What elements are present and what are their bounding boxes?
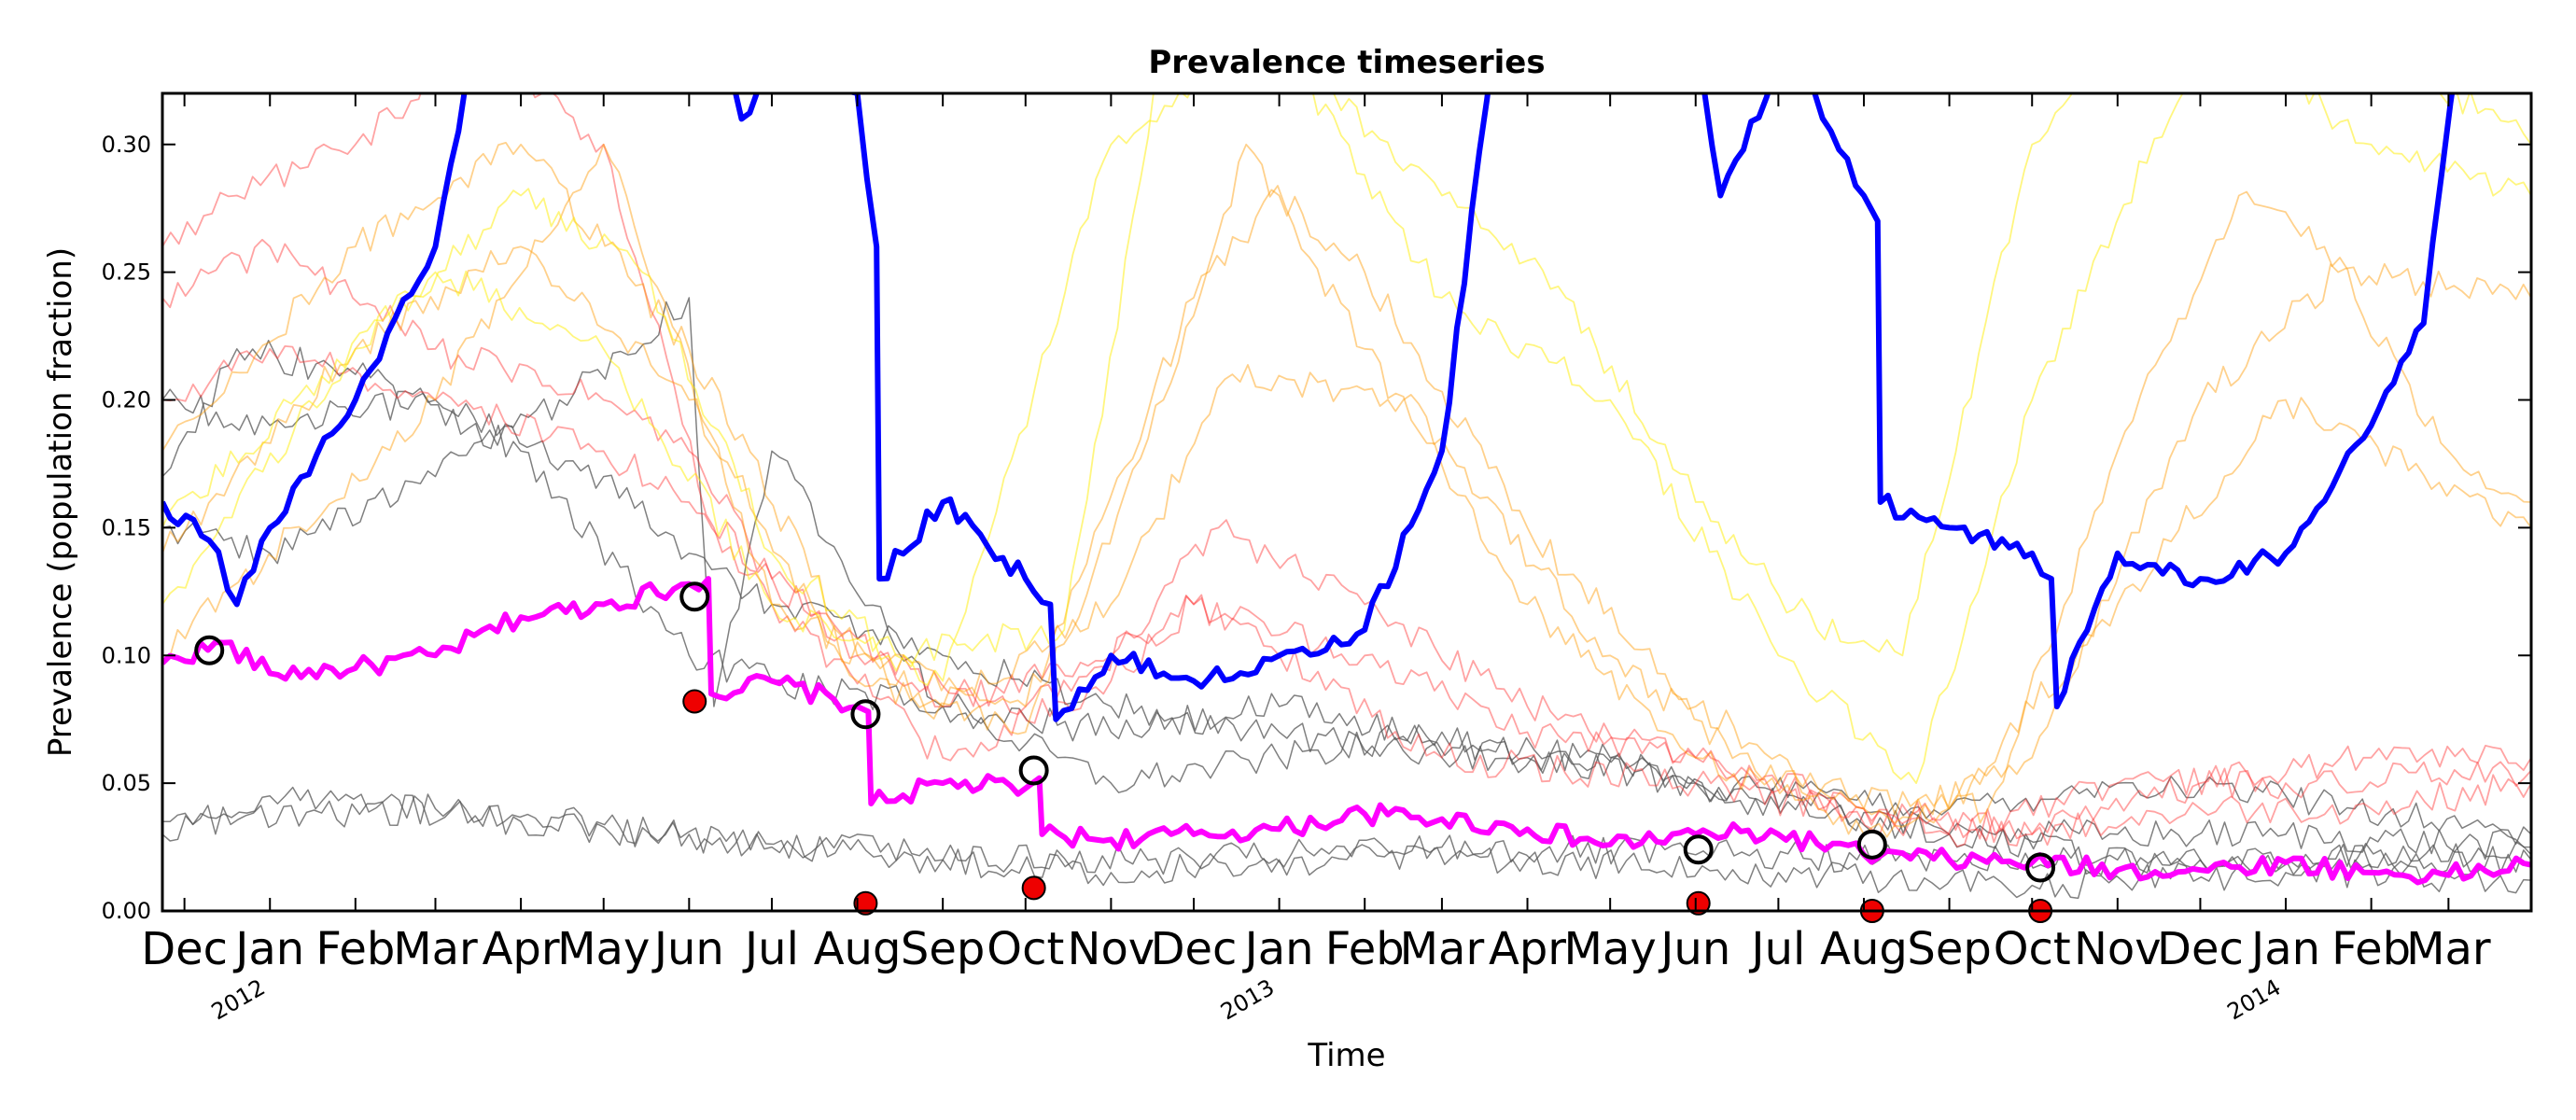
series-line-12 bbox=[162, 143, 2531, 838]
x-tick-label: Jul bbox=[1748, 923, 1805, 975]
series-line-1 bbox=[162, 576, 2531, 886]
event-marker-filled-11 bbox=[1686, 890, 1711, 916]
x-tick-label: Dec bbox=[1151, 923, 1238, 975]
marker-layer bbox=[194, 581, 2056, 923]
y-tick-label: 0.30 bbox=[102, 132, 151, 158]
x-tick-label: May bbox=[1564, 923, 1657, 975]
event-marker-open-3 bbox=[850, 699, 881, 730]
series-line-10 bbox=[162, 345, 2531, 847]
x-tick-label: Sep bbox=[1907, 923, 1991, 975]
year-label: 2014 bbox=[2223, 974, 2286, 1026]
x-tick-label: Jun bbox=[1658, 923, 1730, 975]
series-line-8 bbox=[162, 93, 2531, 847]
x-tick-label: Jun bbox=[651, 923, 724, 975]
year-label: 2013 bbox=[1216, 974, 1279, 1026]
series-line-2 bbox=[162, 93, 2456, 722]
event-marker-filled-9 bbox=[853, 890, 878, 916]
x-tick-label: Jul bbox=[742, 923, 799, 975]
x-tick-label: Sep bbox=[901, 923, 985, 975]
series-line-15 bbox=[162, 93, 2531, 784]
series-line-5 bbox=[162, 387, 2531, 876]
x-tick-label: Aug bbox=[814, 923, 902, 975]
x-tick-label: Mar bbox=[2406, 923, 2491, 975]
x-tick-label: Aug bbox=[1820, 923, 1908, 975]
event-marker-open-2 bbox=[679, 581, 710, 612]
series-line-9 bbox=[162, 238, 2531, 842]
y-tick-label: 0.25 bbox=[102, 259, 151, 286]
x-tick-label: Jan bbox=[232, 923, 304, 975]
series-layer bbox=[162, 93, 2531, 900]
series-line-6 bbox=[162, 786, 2531, 900]
series-line-11 bbox=[162, 142, 2531, 824]
x-tick-label: Mar bbox=[393, 923, 478, 975]
series-line-3 bbox=[162, 340, 2531, 861]
x-tick-label: Feb bbox=[2331, 923, 2411, 975]
event-marker-open-6 bbox=[1856, 829, 1887, 860]
x-tick-label: Dec bbox=[2157, 923, 2244, 975]
y-tick-label: 0.05 bbox=[102, 770, 151, 796]
series-line-14 bbox=[162, 93, 2531, 667]
x-tick-label: Dec bbox=[141, 923, 228, 975]
x-tick-label: Mar bbox=[1400, 923, 1485, 975]
event-marker-open-1 bbox=[194, 635, 225, 665]
x-tick-label: Jan bbox=[2248, 923, 2320, 975]
x-tick-label: Feb bbox=[1325, 923, 1405, 975]
chart-title: Prevalence timeseries bbox=[1148, 44, 1545, 81]
event-marker-open-7 bbox=[2025, 852, 2056, 883]
x-tick-label: Feb bbox=[315, 923, 395, 975]
event-marker-open-4 bbox=[1018, 755, 1049, 786]
series-line-4 bbox=[162, 297, 2531, 846]
series-line-13 bbox=[162, 143, 2531, 816]
y-tick-label: 0.15 bbox=[102, 514, 151, 540]
x-tick-label: Oct bbox=[1994, 923, 2071, 975]
event-marker-filled-8 bbox=[682, 689, 707, 714]
x-tick-label: Nov bbox=[1068, 923, 1155, 975]
event-marker-filled-10 bbox=[1021, 875, 1046, 901]
x-tick-label: Jan bbox=[1242, 923, 1314, 975]
x-tick-label: Oct bbox=[987, 923, 1064, 975]
x-tick-label: Apr bbox=[483, 923, 560, 975]
y-axis: 0.00 0.05 0.10 0.15 0.20 0.25 0.30 bbox=[102, 132, 2531, 924]
y-tick-label: 0.00 bbox=[102, 898, 151, 924]
year-label: 2012 bbox=[207, 974, 270, 1026]
y-axis-label: Prevalence (population fraction) bbox=[42, 247, 79, 757]
x-axis-label: Time bbox=[1307, 1037, 1385, 1074]
plot-frame bbox=[161, 91, 2533, 913]
x-tick-label: Nov bbox=[2074, 923, 2162, 975]
x-tick-label: Apr bbox=[1489, 923, 1566, 975]
y-tick-label: 0.10 bbox=[102, 642, 151, 668]
x-tick-label: May bbox=[557, 923, 650, 975]
event-marker-open-5 bbox=[1683, 834, 1714, 865]
series-line-7 bbox=[162, 793, 2531, 875]
y-tick-label: 0.20 bbox=[102, 387, 151, 413]
